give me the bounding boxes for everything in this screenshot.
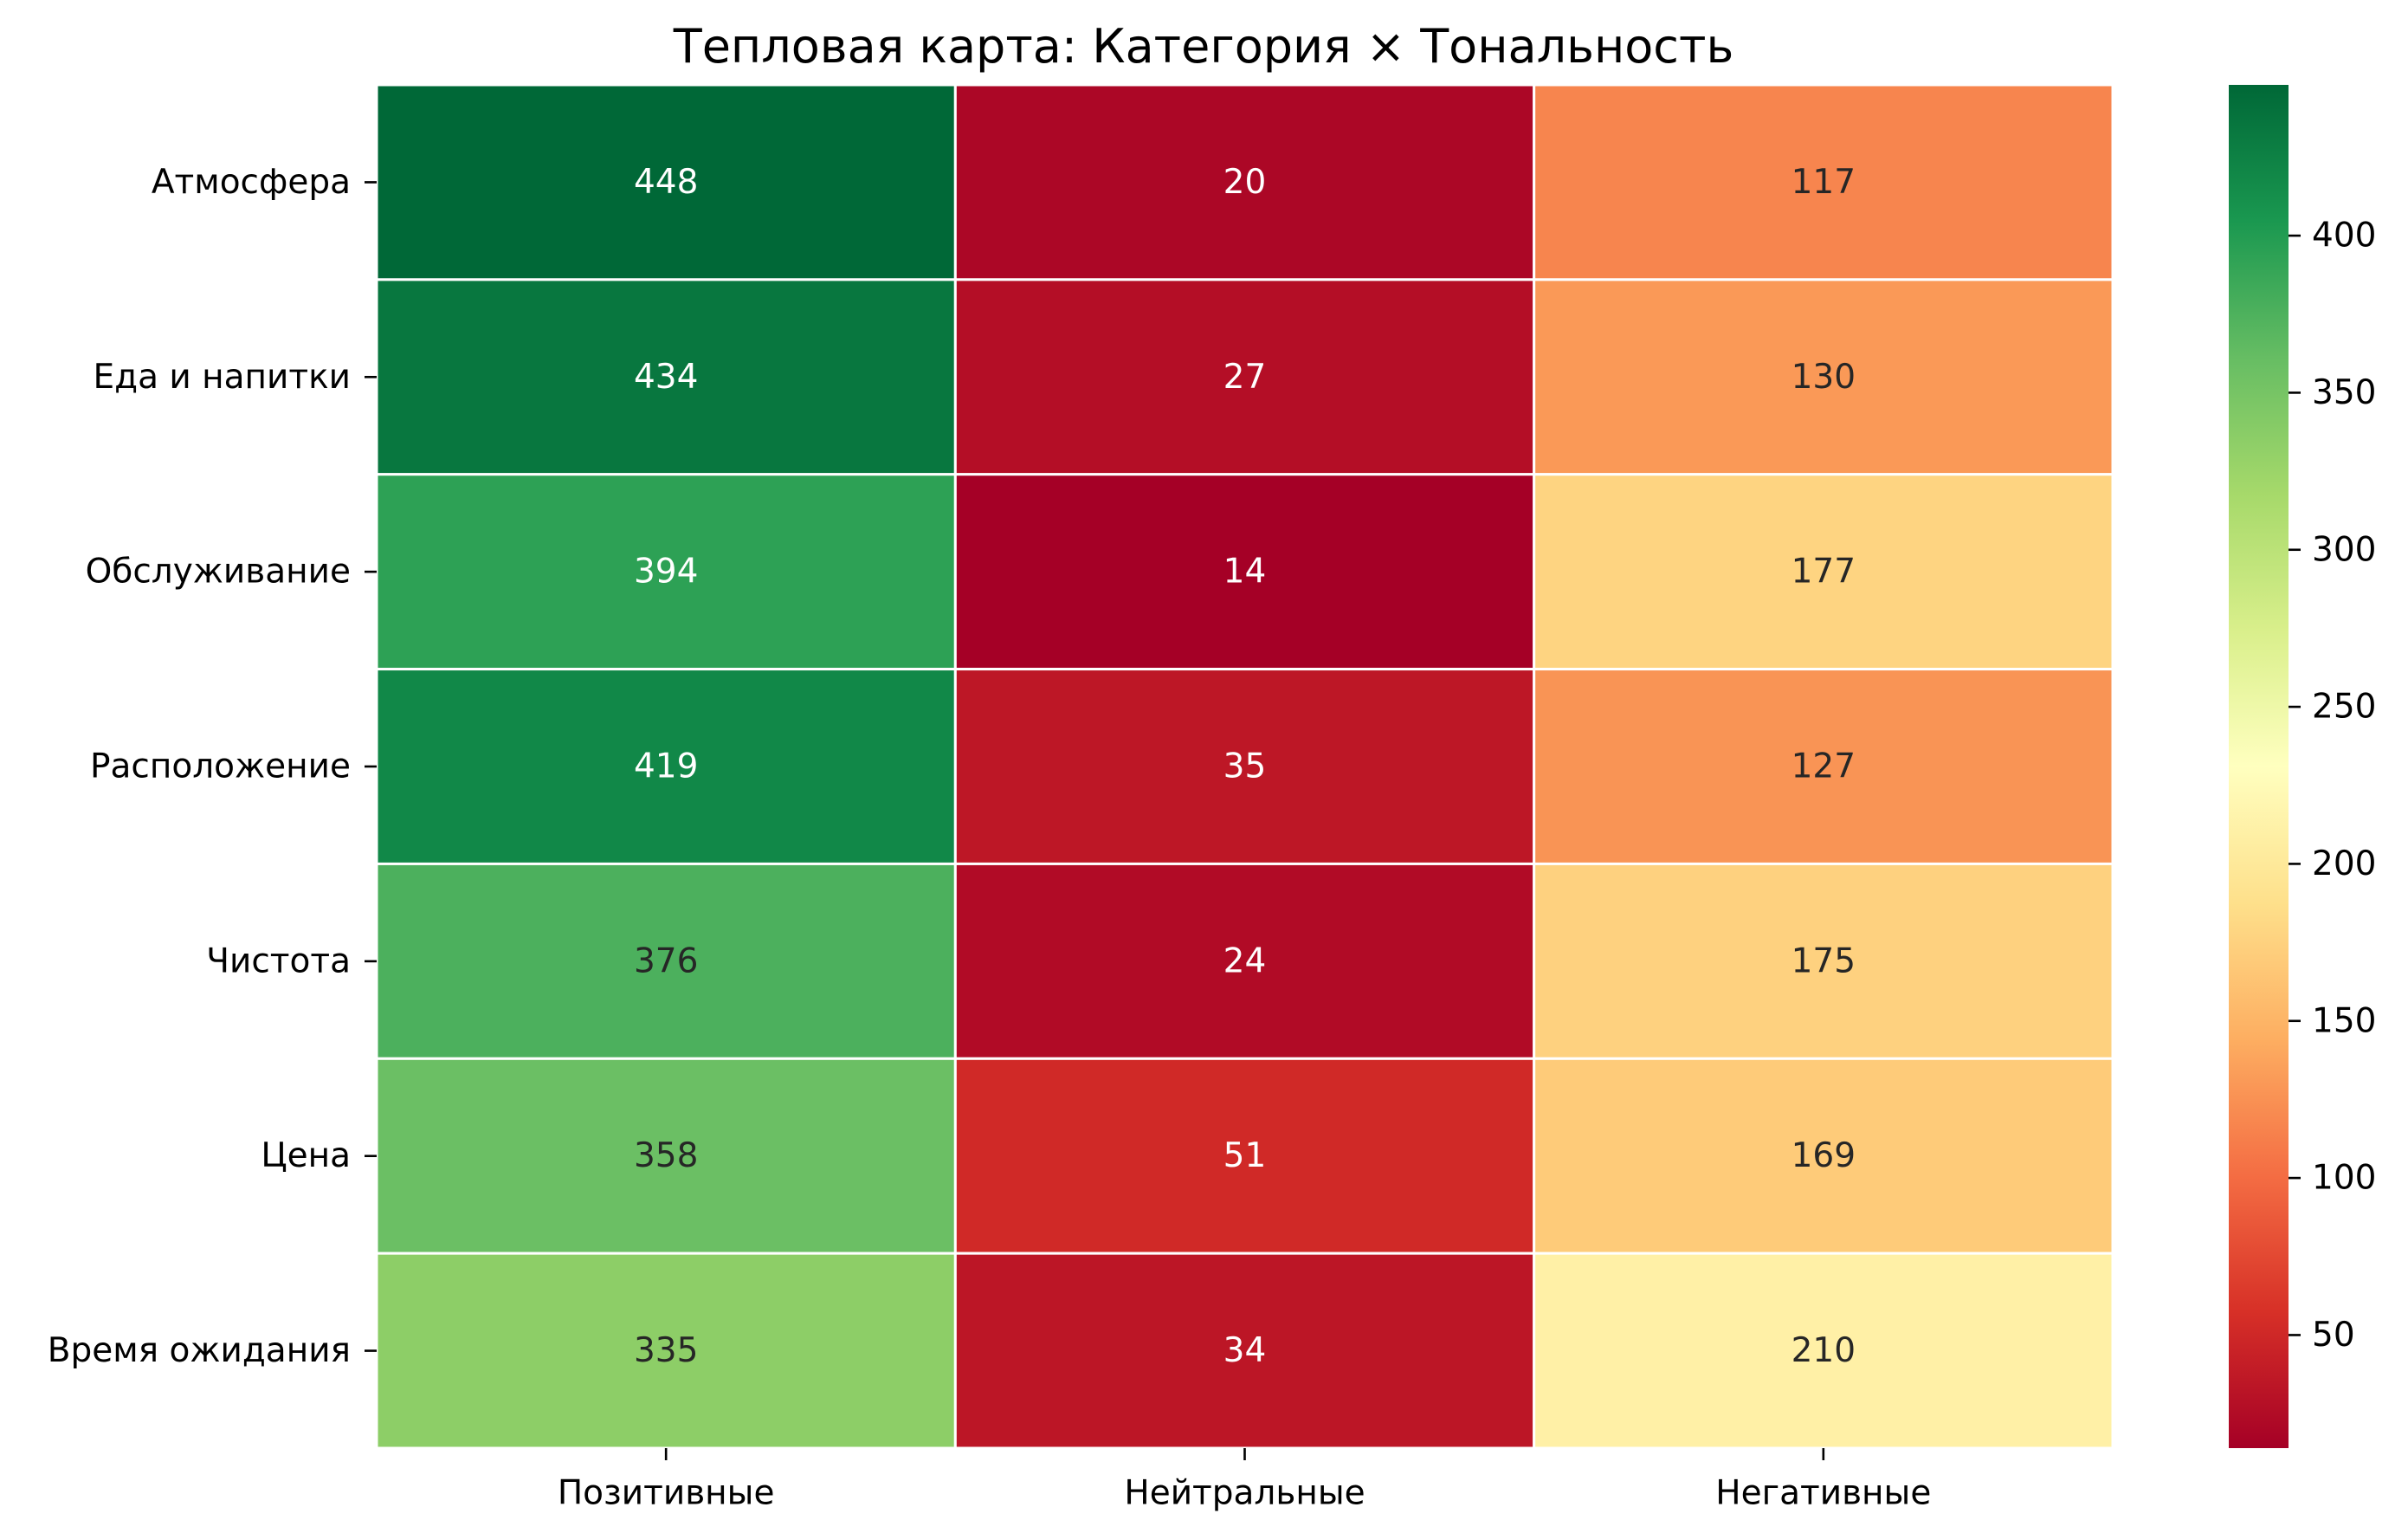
cell-value-label: 434 (634, 358, 698, 397)
cell-value-label: 34 (1223, 1331, 1267, 1370)
cell-value-label: 358 (634, 1136, 698, 1175)
cell-value-label: 394 (634, 553, 698, 592)
y-axis: Атмосфера Еда и напитки Обслуживание Распол… (48, 163, 377, 1370)
heatmap-cell (375, 668, 957, 865)
cell-value-label: 376 (634, 941, 698, 980)
cell-value-label: 169 (1791, 1136, 1856, 1175)
x-tick-label: Нейтральные (1124, 1474, 1365, 1513)
y-tick-label: Расположение (90, 747, 351, 786)
x-axis: Позитивные Нейтральные Негативные (558, 1448, 1931, 1513)
heatmap-cell (375, 83, 957, 281)
heatmap-cell (1533, 278, 2114, 476)
colorbar-tick-label: 200 (2312, 844, 2376, 883)
cell-value-label: 20 (1223, 163, 1267, 202)
y-tick-label: Время ожидания (48, 1331, 351, 1370)
y-tick-label: Чистота (206, 941, 351, 980)
cell-value-label: 14 (1223, 553, 1267, 592)
colorbar-tick-label: 50 (2312, 1316, 2355, 1355)
cell-value-label: 35 (1223, 747, 1267, 786)
colorbar-tick-label: 400 (2312, 217, 2376, 256)
heatmap-cell (953, 1057, 1536, 1255)
heatmap-cell (375, 278, 957, 476)
heatmap-cell (375, 862, 957, 1060)
y-tick-label: Атмосфера (152, 163, 351, 202)
y-tick-label: Еда и напитки (93, 358, 351, 397)
chart-title: Тепловая карта: Категория × Тональность (673, 19, 1734, 74)
cell-value-label: 24 (1223, 941, 1267, 980)
cell-value-label: 175 (1791, 941, 1856, 980)
cell-value-label: 335 (634, 1331, 698, 1370)
cell-value-label: 127 (1791, 747, 1856, 786)
y-tick-label: Обслуживание (86, 553, 351, 592)
y-tick-label: Цена (261, 1136, 351, 1175)
cell-value-label: 27 (1223, 358, 1267, 397)
heatmap-cells: 448 20 117 434 27 130 394 14 177 419 35 127 376 24 175… (375, 83, 2114, 1450)
colorbar-tick-label: 250 (2312, 688, 2376, 727)
cell-value-label: 117 (1791, 163, 1856, 202)
colorbar-tick-label: 100 (2312, 1159, 2376, 1198)
cell-value-label: 210 (1791, 1331, 1856, 1370)
colorbar: 50 100 150 200 250 300 350 400 (2229, 85, 2376, 1448)
heatmap-cell (953, 473, 1536, 671)
heatmap-cell (1533, 862, 2114, 1060)
cell-value-label: 448 (634, 163, 698, 202)
colorbar-gradient (2229, 85, 2289, 1448)
heatmap-cell (1533, 83, 2114, 281)
heatmap-cell (1533, 1252, 2114, 1450)
heatmap-cell (1533, 1057, 2114, 1255)
heatmap-cell (953, 278, 1536, 476)
colorbar-tick-label: 350 (2312, 373, 2376, 412)
cell-value-label: 130 (1791, 358, 1856, 397)
x-tick-label: Негативные (1715, 1474, 1931, 1513)
heatmap-cell (953, 1252, 1536, 1450)
heatmap-cell (953, 862, 1536, 1060)
heatmap-cell (1533, 668, 2114, 865)
cell-value-label: 419 (634, 747, 698, 786)
x-tick-label: Позитивные (558, 1474, 775, 1513)
colorbar-tick-label: 300 (2312, 530, 2376, 569)
cell-value-label: 177 (1791, 553, 1856, 592)
cell-value-label: 51 (1223, 1136, 1267, 1175)
heatmap-cell (953, 83, 1536, 281)
heatmap-cell (375, 1252, 957, 1450)
colorbar-tick-label: 150 (2312, 1001, 2376, 1040)
